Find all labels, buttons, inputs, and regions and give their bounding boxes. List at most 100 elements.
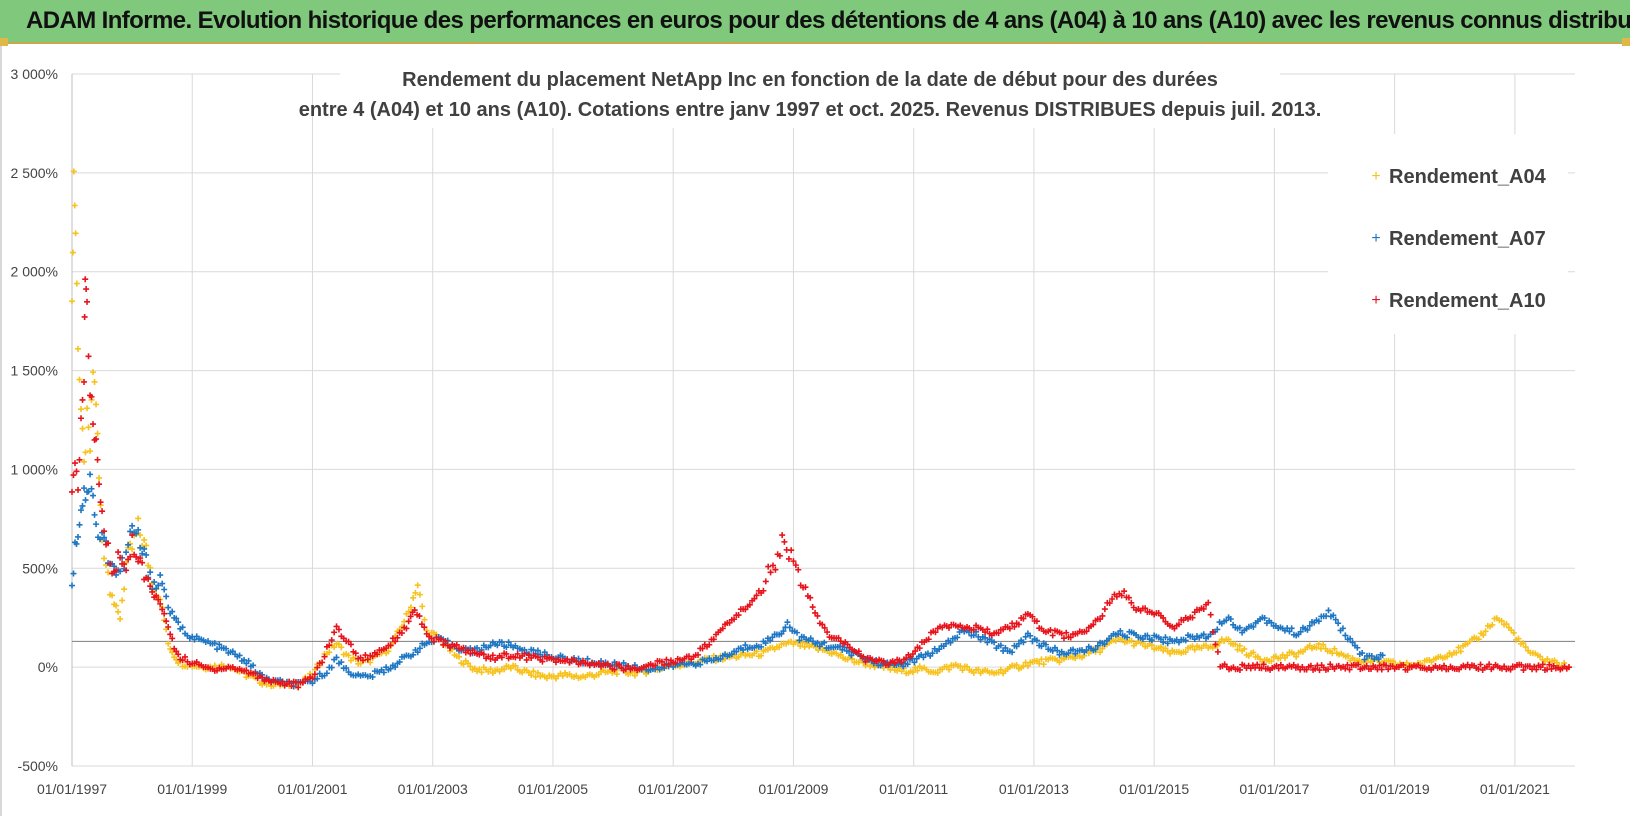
data-point (456, 653, 463, 660)
data-point (760, 587, 767, 594)
data-point (1354, 644, 1361, 651)
data-point (1342, 665, 1349, 672)
data-point (1042, 641, 1049, 648)
data-point (437, 636, 444, 643)
data-point (179, 624, 186, 631)
data-point (1510, 629, 1517, 636)
data-point (1312, 665, 1319, 672)
legend-label-a10: Rendement_A10 (1389, 290, 1546, 312)
y-tick-label: 0% (38, 659, 58, 675)
data-point (742, 642, 749, 649)
data-point (1254, 661, 1261, 668)
data-point (505, 639, 512, 646)
data-point (916, 645, 923, 652)
data-point (1214, 626, 1221, 633)
data-point (157, 600, 164, 607)
data-point (1160, 614, 1167, 621)
data-point (1015, 640, 1022, 647)
data-point (733, 648, 740, 655)
data-point (814, 639, 821, 646)
data-point (1216, 639, 1223, 646)
data-point (1250, 623, 1257, 630)
data-point (1355, 661, 1362, 668)
data-point (129, 522, 136, 529)
data-point (1223, 617, 1230, 624)
data-point (338, 644, 345, 651)
data-point (1070, 646, 1076, 653)
data-point (135, 558, 142, 565)
data-point (311, 671, 318, 678)
data-point (410, 651, 417, 658)
data-point (314, 664, 321, 671)
data-point (762, 640, 769, 647)
data-point (975, 666, 982, 673)
data-point (751, 595, 758, 602)
data-point (90, 369, 97, 376)
data-point (1325, 666, 1332, 673)
data-point (90, 421, 97, 428)
y-tick-label: 2 000% (11, 264, 58, 280)
data-point (1157, 636, 1164, 643)
data-point (860, 653, 867, 660)
data-point (328, 664, 335, 671)
data-point (333, 654, 340, 661)
data-point (88, 485, 95, 492)
data-point (658, 658, 665, 665)
data-point (1142, 605, 1149, 612)
data-point (912, 648, 919, 655)
data-point (478, 669, 485, 676)
data-point (419, 603, 426, 610)
data-point (911, 659, 918, 666)
data-point (394, 634, 401, 641)
data-point (453, 641, 460, 648)
data-point (396, 658, 403, 665)
data-point (1125, 594, 1132, 601)
data-point (1347, 635, 1354, 642)
data-point (143, 551, 150, 558)
data-point (94, 430, 101, 437)
data-point (338, 659, 345, 666)
data-point (1304, 626, 1311, 633)
x-tick-label: 01/01/2007 (638, 781, 708, 797)
data-point (1040, 661, 1047, 668)
legend-label-a04: Rendement_A04 (1389, 166, 1547, 188)
data-point (929, 650, 936, 657)
data-point (335, 641, 342, 648)
data-point (1162, 645, 1169, 652)
data-point (891, 660, 898, 667)
data-point (1157, 643, 1164, 650)
data-point (85, 424, 92, 431)
data-point (85, 353, 92, 360)
data-point (139, 550, 146, 557)
data-point (1006, 625, 1013, 632)
data-point (1503, 621, 1510, 628)
x-tick-label: 01/01/2017 (1239, 781, 1309, 797)
data-point (1520, 640, 1527, 647)
data-point (1009, 649, 1016, 656)
data-point (1339, 625, 1346, 632)
data-point (1232, 641, 1239, 648)
x-tick-label: 01/01/2015 (1119, 781, 1189, 797)
data-point (530, 668, 537, 675)
data-point (88, 393, 95, 400)
data-point (331, 629, 338, 636)
data-point (663, 656, 670, 663)
data-point (1214, 648, 1221, 655)
data-point (333, 623, 340, 630)
data-point (920, 654, 927, 661)
data-point (1033, 618, 1040, 625)
data-point (343, 665, 350, 672)
data-point (1306, 622, 1313, 629)
data-point (223, 645, 230, 652)
data-point (1400, 661, 1407, 668)
data-point (1162, 634, 1169, 641)
data-point (1307, 662, 1314, 669)
chart-title-line1: Rendement du placement NetApp Inc en fon… (402, 69, 1218, 91)
data-point (762, 578, 769, 585)
data-point (135, 515, 142, 522)
data-point (1092, 646, 1099, 653)
data-point (380, 669, 387, 676)
data-point (398, 630, 405, 637)
data-point (123, 549, 130, 556)
data-point (414, 649, 421, 656)
